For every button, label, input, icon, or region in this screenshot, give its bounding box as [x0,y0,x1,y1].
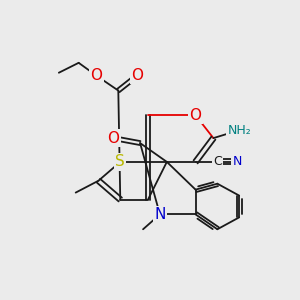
Text: O: O [107,130,119,146]
Text: O: O [91,68,103,83]
Text: N: N [232,155,242,168]
Text: NH₂: NH₂ [227,124,251,137]
Text: O: O [190,108,202,123]
Text: O: O [131,68,143,83]
Text: S: S [116,154,125,169]
Text: C: C [213,155,222,168]
Text: N: N [154,207,166,222]
